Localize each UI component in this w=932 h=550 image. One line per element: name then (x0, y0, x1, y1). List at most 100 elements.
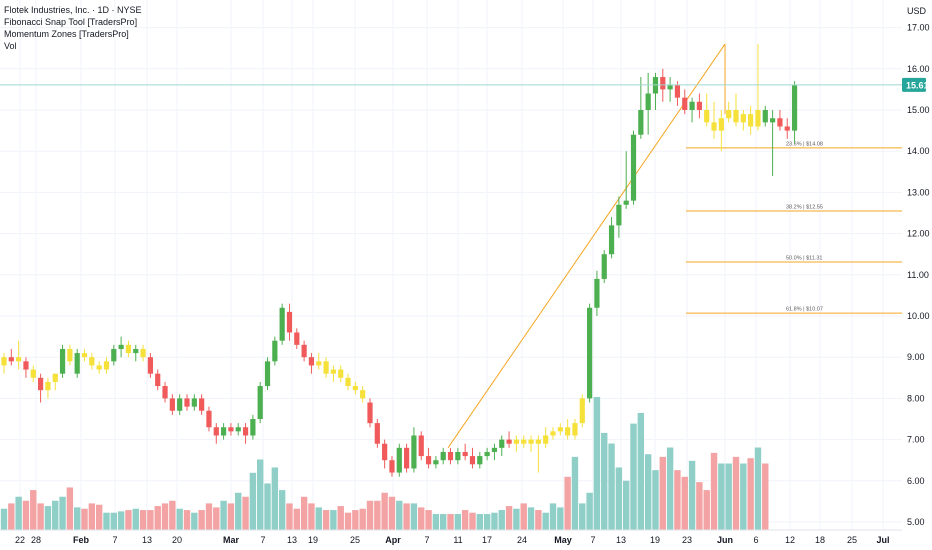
candle-body (323, 361, 329, 374)
candle-body (396, 447, 402, 473)
candle-body (535, 439, 541, 444)
volume-bar (110, 512, 117, 530)
time-tick-label: Jun (717, 535, 733, 545)
candle-body (199, 398, 205, 411)
candle-body (330, 369, 336, 374)
candle-body (521, 439, 527, 444)
time-tick-label: 23 (682, 535, 692, 545)
candle-body (389, 460, 395, 473)
volume-bar (330, 510, 337, 530)
volume-bar (483, 514, 491, 530)
candle-body (587, 307, 593, 399)
volume-bar (762, 463, 769, 530)
fib-label: 61.8% | $10.07 (786, 307, 823, 313)
volume-bar (418, 507, 425, 530)
candle-body (191, 398, 197, 407)
volume-bar (249, 472, 257, 530)
volume-bar (132, 508, 139, 530)
volume-bar (681, 476, 688, 530)
volume-bar (271, 467, 279, 530)
time-tick-label: Jul (876, 535, 889, 545)
volume-bar (579, 503, 586, 530)
candle-body (345, 377, 351, 387)
candle-body (579, 398, 585, 424)
candle-body (250, 419, 256, 436)
volume-bar (52, 500, 59, 530)
candle-body (777, 118, 783, 127)
fib-label: 23.6% | $14.08 (786, 141, 823, 147)
currency-label: USD (907, 6, 927, 16)
time-tick-label: 12 (785, 535, 795, 545)
volume-bar (725, 463, 732, 530)
candle-body (608, 225, 615, 255)
volume-bar (205, 503, 213, 530)
candle-body (784, 126, 790, 131)
candle-body (660, 77, 666, 90)
volume-bar (688, 460, 696, 530)
volume-bar (286, 503, 293, 530)
volume-bar (235, 492, 242, 530)
indicator-momentum[interactable]: Momentum Zones [TradersPro] (4, 29, 129, 39)
candle-body (791, 85, 798, 131)
candle-body (565, 427, 571, 436)
candle-body (279, 307, 285, 341)
candle-body (228, 427, 234, 432)
time-tick-label: 13 (142, 535, 152, 545)
volume-bar (322, 510, 330, 530)
volume-bar (527, 507, 535, 530)
volume-bar (388, 496, 396, 530)
candle-body (513, 439, 519, 444)
candle-body (462, 451, 468, 457)
volume-bar (88, 503, 96, 530)
volume-bar (505, 506, 513, 530)
candle-body (16, 357, 22, 362)
volume-bar (754, 447, 762, 530)
candle-body (499, 439, 505, 448)
time-axis[interactable]: 22 28 Feb 7 13 20 Mar 7 13 19 25 Apr 7 11 17 24 May 7 13 19… (0, 529, 902, 545)
chart-legend: Flotek Industries, Inc. · 1D · NYSE Fibo… (4, 4, 142, 52)
price-tick-label: 7.00 (907, 435, 925, 445)
time-tick-label: Apr (385, 535, 401, 545)
candle-body (8, 357, 14, 362)
volume-bar (213, 507, 220, 530)
volume-bar (425, 510, 432, 530)
volume-bar (161, 503, 169, 530)
candle-body (242, 427, 249, 436)
candle-body (711, 122, 717, 131)
price-tick-label: 11.00 (907, 270, 929, 280)
indicator-volume[interactable]: Vol (4, 41, 17, 51)
candle-body (447, 451, 454, 461)
candle-body (96, 365, 102, 370)
symbol-title[interactable]: Flotek Industries, Inc. · 1D · NYSE (4, 5, 142, 15)
candle-body (257, 386, 263, 419)
volume-bar (498, 510, 505, 530)
candle-body (543, 435, 549, 444)
candle-body (367, 402, 373, 424)
trend-line-segment (447, 43, 726, 449)
candle-body (630, 134, 637, 201)
volume-bar (476, 514, 483, 530)
volume-bar (169, 500, 176, 530)
candle-body (528, 439, 534, 444)
indicator-fibonacci[interactable]: Fibonacci Snap Tool [TradersPro] (4, 17, 138, 27)
time-tick-label: 13 (287, 535, 297, 545)
volume-bar (491, 512, 498, 530)
candle-body (103, 361, 110, 370)
volume-bar (593, 397, 601, 530)
volume-bar (139, 510, 147, 530)
candle-body (726, 110, 732, 119)
candle-body (674, 85, 681, 98)
volume-bar (454, 514, 462, 530)
candle-body (74, 353, 80, 374)
candle-body (213, 427, 219, 436)
candle-body (469, 456, 476, 465)
time-tick-label: Feb (73, 535, 90, 545)
time-tick-label: 7 (260, 535, 265, 545)
volume-bar (37, 503, 44, 530)
candle-body (67, 348, 73, 362)
candle-body (696, 101, 702, 110)
candle-body (272, 340, 278, 362)
volume-bar (0, 508, 8, 530)
